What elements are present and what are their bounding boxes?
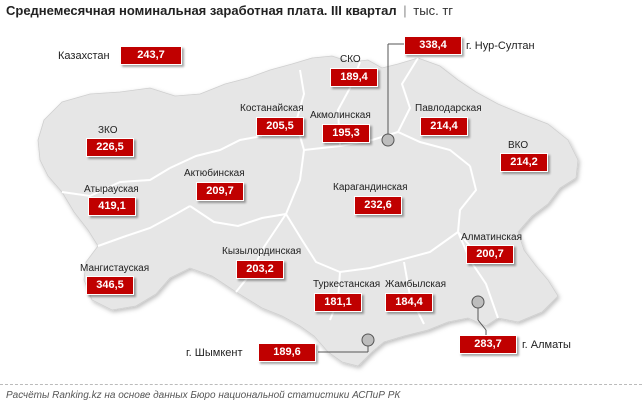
region-label-kyzylorda: Кызылординская	[222, 246, 302, 257]
region-value-zhambyl: 184,4	[385, 293, 433, 312]
region-label-sko: СКО	[340, 54, 361, 65]
region-value-sko: 189,4	[330, 68, 378, 87]
region-label-zko: ЗКО	[98, 125, 118, 136]
region-value-aktobe: 209,7	[196, 182, 244, 201]
source-footnote: Расчёты Ranking.kz на основе данных Бюро…	[6, 390, 401, 401]
city-markers	[318, 43, 487, 353]
region-value-karaganda: 232,6	[354, 196, 402, 215]
region-label-karaganda: Карагандинская	[333, 182, 408, 193]
region-value-akmola: 195,3	[322, 124, 370, 143]
city-label-shymkent: г. Шымкент	[186, 347, 243, 359]
region-label-turkestan: Туркестанская	[313, 279, 381, 290]
footnote-divider	[0, 384, 642, 385]
region-value-almaty-region: 200,7	[466, 245, 514, 264]
region-label-mangistau: Мангистауская	[80, 263, 150, 274]
region-value-mangistau: 346,5	[86, 276, 134, 295]
region-value-kyzylorda: 203,2	[236, 260, 284, 279]
page-title: Среднемесячная номинальная заработная пл…	[6, 3, 453, 18]
city-value-nur-sultan: 338,4	[404, 36, 462, 55]
national-label: Казахстан	[58, 50, 110, 62]
region-value-zko: 226,5	[86, 138, 134, 157]
region-label-atyrau: Атырауская	[84, 184, 139, 195]
region-value-pavlodar: 214,4	[420, 117, 468, 136]
region-label-akmola: Акмолинская	[310, 110, 371, 121]
region-label-vko: ВКО	[508, 140, 529, 151]
region-value-turkestan: 181,1	[314, 293, 362, 312]
almaty-marker	[471, 295, 485, 309]
title-separator: |	[403, 3, 407, 18]
region-label-pavlodar: Павлодарская	[415, 103, 482, 114]
region-label-zhambyl: Жамбылская	[385, 279, 446, 290]
title-unit: тыс. тг	[413, 3, 454, 18]
national-value: 243,7	[120, 46, 182, 65]
city-value-almaty: 283,7	[459, 335, 517, 354]
title-text: Среднемесячная номинальная заработная пл…	[6, 3, 397, 18]
region-value-kostanay: 205,5	[256, 117, 304, 136]
shymkent-marker	[361, 333, 375, 347]
city-label-almaty: г. Алматы	[522, 339, 571, 351]
nur-sultan-marker	[381, 133, 395, 147]
region-label-almaty-region: Алматинская	[461, 232, 522, 243]
region-label-kostanay: Костанайская	[240, 103, 304, 114]
region-value-atyrau: 419,1	[88, 197, 136, 216]
city-value-shymkent: 189,6	[258, 343, 316, 362]
region-value-vko: 214,2	[500, 153, 548, 172]
region-label-aktobe: Актюбинская	[184, 168, 245, 179]
city-label-nur-sultan: г. Нур-Султан	[466, 40, 535, 52]
